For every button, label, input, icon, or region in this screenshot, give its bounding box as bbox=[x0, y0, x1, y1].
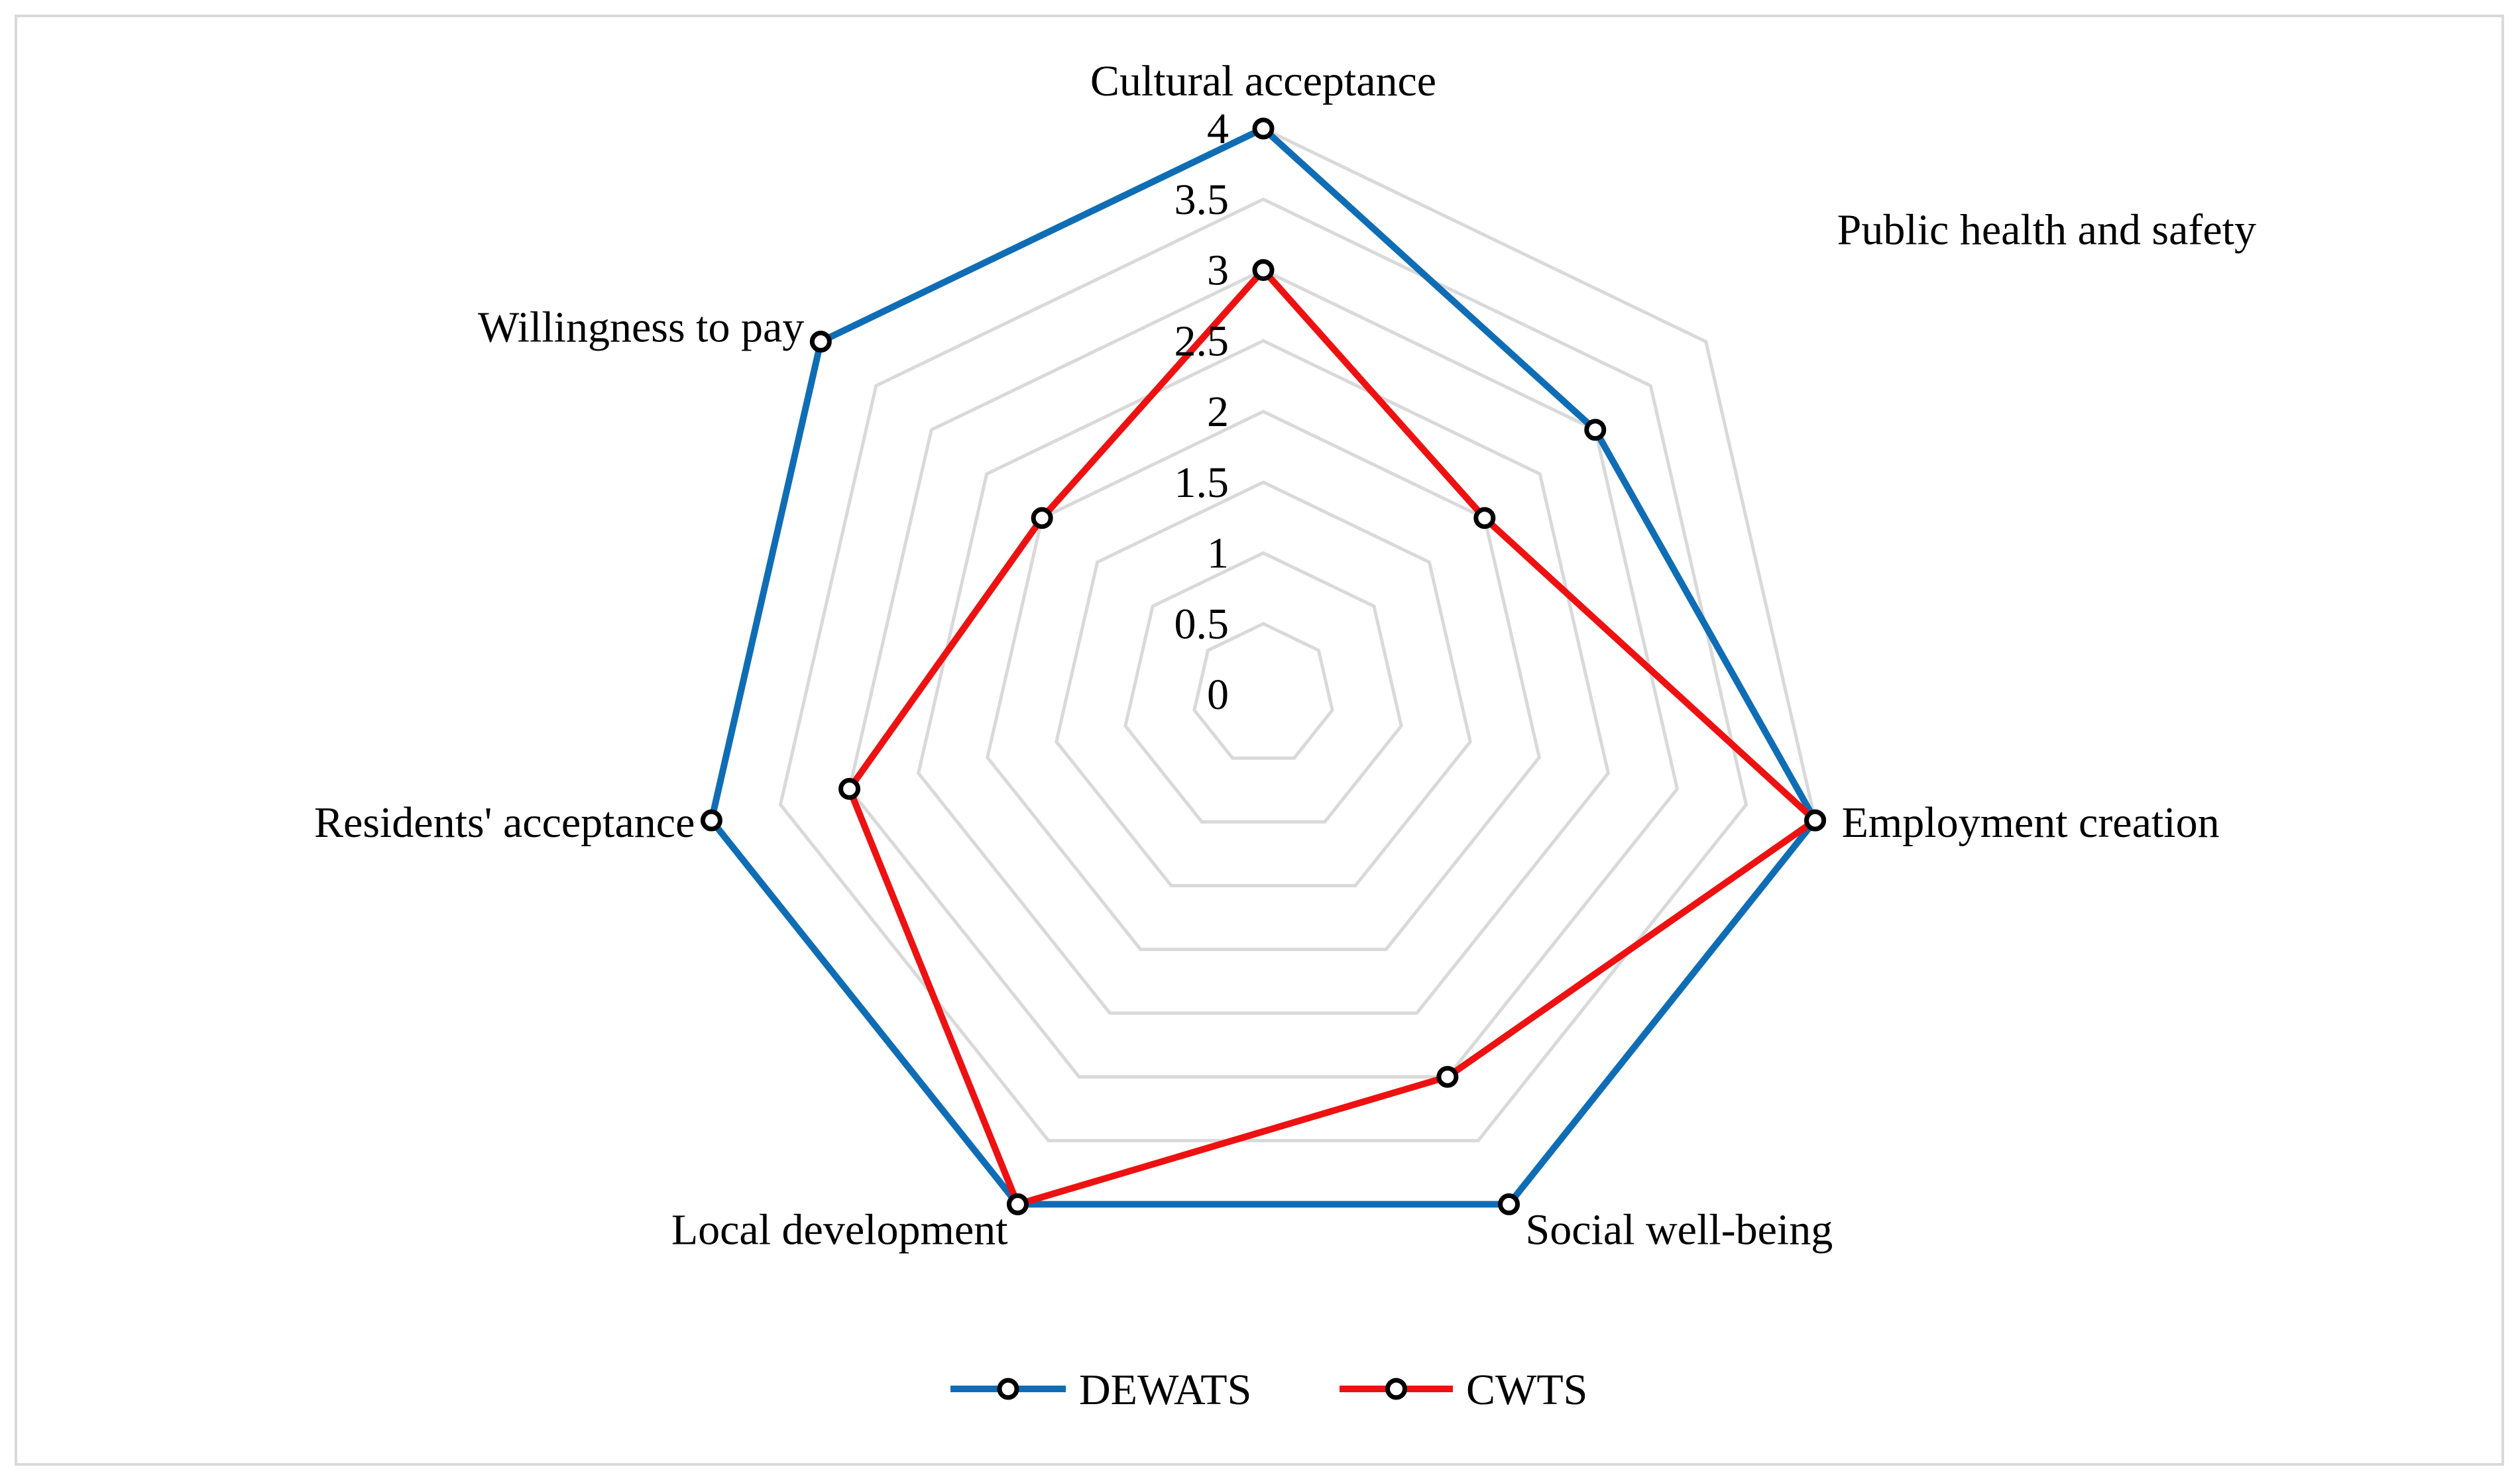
axis-label-3: Social well-being bbox=[1526, 1205, 1833, 1254]
grid-ring-2 bbox=[1123, 551, 1403, 824]
legend-label-cwts: CWTS bbox=[1466, 1366, 1587, 1414]
axis-label-1: Public health and safety bbox=[1837, 206, 2256, 254]
grid-ring-5 bbox=[916, 339, 1611, 1015]
series-line-cwts bbox=[845, 264, 1821, 1209]
tick-label-1: 0.5 bbox=[1174, 600, 1230, 648]
point-dewats-3 bbox=[1498, 1193, 1520, 1215]
legend: DEWATS CWTS bbox=[950, 1366, 1587, 1414]
point-dewats-0 bbox=[1252, 117, 1275, 140]
point-cwts-3 bbox=[1436, 1066, 1459, 1088]
point-cwts-4 bbox=[1006, 1193, 1029, 1215]
tick-label-5: 2.5 bbox=[1174, 317, 1230, 365]
point-dewats-6 bbox=[809, 331, 832, 353]
axis-label-6: Willingness to pay bbox=[478, 303, 804, 352]
marker-layer bbox=[700, 117, 1827, 1215]
grid-ring-3 bbox=[1055, 480, 1472, 888]
grid-ring-7 bbox=[778, 197, 1748, 1142]
axis-label-4: Local development bbox=[671, 1205, 1008, 1254]
tick-label-0: 0 bbox=[1207, 671, 1229, 719]
axis-label-2: Employment creation bbox=[1842, 798, 2220, 847]
point-cwts-1 bbox=[1473, 507, 1496, 529]
grid-ring-6 bbox=[847, 268, 1680, 1079]
legend-marker-dewats bbox=[997, 1378, 1019, 1400]
legend-item-cwts: CWTS bbox=[1340, 1366, 1587, 1414]
series-layer bbox=[708, 125, 1821, 1209]
point-cwts-2 bbox=[1804, 809, 1827, 832]
tick-label-8: 4 bbox=[1207, 105, 1229, 153]
legend-label-dewats: DEWATS bbox=[1079, 1366, 1251, 1414]
tick-label-2: 1 bbox=[1207, 529, 1229, 578]
radar-chart: 0 0.5 1 1.5 2 2.5 3 3.5 4 Cultural acceptance Pub… bbox=[314, 57, 2256, 1414]
point-dewats-1 bbox=[1584, 419, 1607, 441]
label-layer: Cultural acceptance Public health and saf… bbox=[314, 57, 2256, 1254]
grid-ring-4 bbox=[986, 410, 1541, 952]
chart-frame: 0 0.5 1 1.5 2 2.5 3 3.5 4 Cultural acceptance Pub… bbox=[15, 15, 2504, 1466]
point-cwts-6 bbox=[1031, 507, 1053, 529]
axis-label-0: Cultural acceptance bbox=[1090, 57, 1436, 105]
tick-label-4: 2 bbox=[1207, 388, 1229, 436]
grid-ring-1 bbox=[1192, 622, 1334, 760]
axis-label-5: Residents' acceptance bbox=[314, 798, 695, 847]
tick-label-3: 1.5 bbox=[1174, 459, 1230, 507]
point-cwts-0 bbox=[1252, 259, 1275, 281]
point-dewats-5 bbox=[700, 809, 722, 832]
tick-layer: 0 0.5 1 1.5 2 2.5 3 3.5 4 bbox=[1174, 105, 1230, 719]
tick-label-7: 3.5 bbox=[1174, 176, 1230, 224]
tick-label-6: 3 bbox=[1207, 247, 1229, 295]
legend-marker-cwts bbox=[1385, 1378, 1407, 1400]
point-cwts-5 bbox=[838, 778, 861, 800]
legend-item-dewats: DEWATS bbox=[950, 1366, 1251, 1414]
series-line-dewats bbox=[708, 125, 1819, 1208]
